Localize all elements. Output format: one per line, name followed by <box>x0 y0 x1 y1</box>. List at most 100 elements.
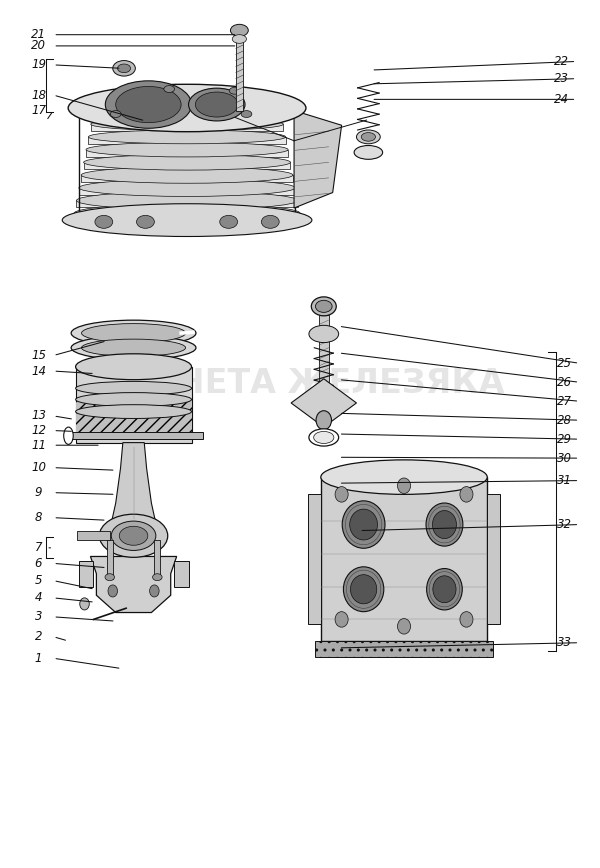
Polygon shape <box>79 561 94 587</box>
Polygon shape <box>291 378 356 427</box>
Ellipse shape <box>342 501 385 549</box>
Ellipse shape <box>314 431 334 444</box>
Ellipse shape <box>229 88 240 95</box>
Bar <box>64 432 203 439</box>
Ellipse shape <box>316 411 332 430</box>
Ellipse shape <box>79 179 295 196</box>
Ellipse shape <box>220 215 238 228</box>
Ellipse shape <box>91 118 283 131</box>
Ellipse shape <box>262 215 279 228</box>
Ellipse shape <box>80 598 89 610</box>
Ellipse shape <box>93 105 281 117</box>
Text: 29: 29 <box>557 432 572 445</box>
Ellipse shape <box>460 487 473 502</box>
Bar <box>77 531 110 540</box>
Text: 25: 25 <box>557 357 572 370</box>
Ellipse shape <box>433 510 457 538</box>
Ellipse shape <box>196 92 238 117</box>
Ellipse shape <box>361 133 376 141</box>
Ellipse shape <box>100 514 168 557</box>
Text: 21: 21 <box>31 28 46 41</box>
Bar <box>74 214 300 220</box>
Ellipse shape <box>309 429 338 446</box>
Ellipse shape <box>311 297 336 316</box>
Ellipse shape <box>164 86 175 93</box>
Text: 14: 14 <box>31 365 46 378</box>
Ellipse shape <box>62 204 312 236</box>
Text: 30: 30 <box>557 451 572 464</box>
Ellipse shape <box>68 84 306 132</box>
Ellipse shape <box>460 612 473 628</box>
Ellipse shape <box>241 110 252 117</box>
Ellipse shape <box>119 526 148 545</box>
Polygon shape <box>91 556 176 613</box>
Ellipse shape <box>82 339 185 357</box>
Ellipse shape <box>64 427 73 444</box>
Ellipse shape <box>111 521 156 550</box>
Ellipse shape <box>74 204 300 223</box>
Bar <box>236 29 243 110</box>
Ellipse shape <box>113 61 136 76</box>
Bar <box>81 175 293 182</box>
Bar <box>76 201 298 207</box>
Ellipse shape <box>335 487 348 502</box>
Text: 7: 7 <box>35 542 42 555</box>
Ellipse shape <box>350 510 377 540</box>
Text: 12: 12 <box>31 424 46 437</box>
Text: 9: 9 <box>35 486 42 499</box>
Ellipse shape <box>137 215 154 228</box>
Polygon shape <box>111 443 156 524</box>
Ellipse shape <box>232 35 247 43</box>
Ellipse shape <box>76 392 191 406</box>
Ellipse shape <box>188 89 245 121</box>
Text: 1: 1 <box>35 652 42 665</box>
Bar <box>321 477 487 641</box>
Ellipse shape <box>230 24 248 36</box>
Bar <box>76 366 191 443</box>
Ellipse shape <box>433 575 456 602</box>
Bar <box>83 162 290 169</box>
Text: 28: 28 <box>557 414 572 427</box>
Ellipse shape <box>110 110 121 117</box>
Ellipse shape <box>76 192 298 209</box>
Bar <box>319 315 329 388</box>
Ellipse shape <box>321 460 487 495</box>
Ellipse shape <box>106 81 191 128</box>
Ellipse shape <box>335 612 348 628</box>
Bar <box>76 399 191 434</box>
Text: 6: 6 <box>35 557 42 570</box>
Bar <box>91 124 283 131</box>
Ellipse shape <box>397 478 410 494</box>
Bar <box>107 540 113 579</box>
Ellipse shape <box>356 130 380 144</box>
Text: 32: 32 <box>557 518 572 531</box>
Ellipse shape <box>343 567 384 612</box>
Ellipse shape <box>316 300 332 312</box>
Bar <box>315 641 493 656</box>
Ellipse shape <box>83 155 290 170</box>
Text: 17: 17 <box>31 104 46 117</box>
Text: 33: 33 <box>557 636 572 649</box>
Text: 5: 5 <box>35 574 42 587</box>
Bar <box>154 540 160 579</box>
Text: 26: 26 <box>557 376 572 389</box>
Ellipse shape <box>152 574 162 581</box>
Text: 20: 20 <box>31 39 46 52</box>
Bar <box>93 111 281 118</box>
Bar <box>88 137 286 144</box>
Ellipse shape <box>397 619 410 635</box>
Text: ПЛАНЕТА ЖЕЛЕЗЯКА: ПЛАНЕТА ЖЕЛЕЗЯКА <box>95 367 505 400</box>
Bar <box>308 495 321 624</box>
Ellipse shape <box>95 215 113 228</box>
Polygon shape <box>294 110 341 208</box>
Text: 8: 8 <box>35 511 42 524</box>
Bar <box>487 495 500 624</box>
Ellipse shape <box>76 381 191 395</box>
Text: 11: 11 <box>31 438 46 451</box>
Ellipse shape <box>309 326 338 343</box>
Text: 10: 10 <box>31 461 46 474</box>
Text: 4: 4 <box>35 591 42 604</box>
Text: 23: 23 <box>554 72 569 85</box>
Text: 18: 18 <box>31 89 46 102</box>
Ellipse shape <box>81 167 293 183</box>
